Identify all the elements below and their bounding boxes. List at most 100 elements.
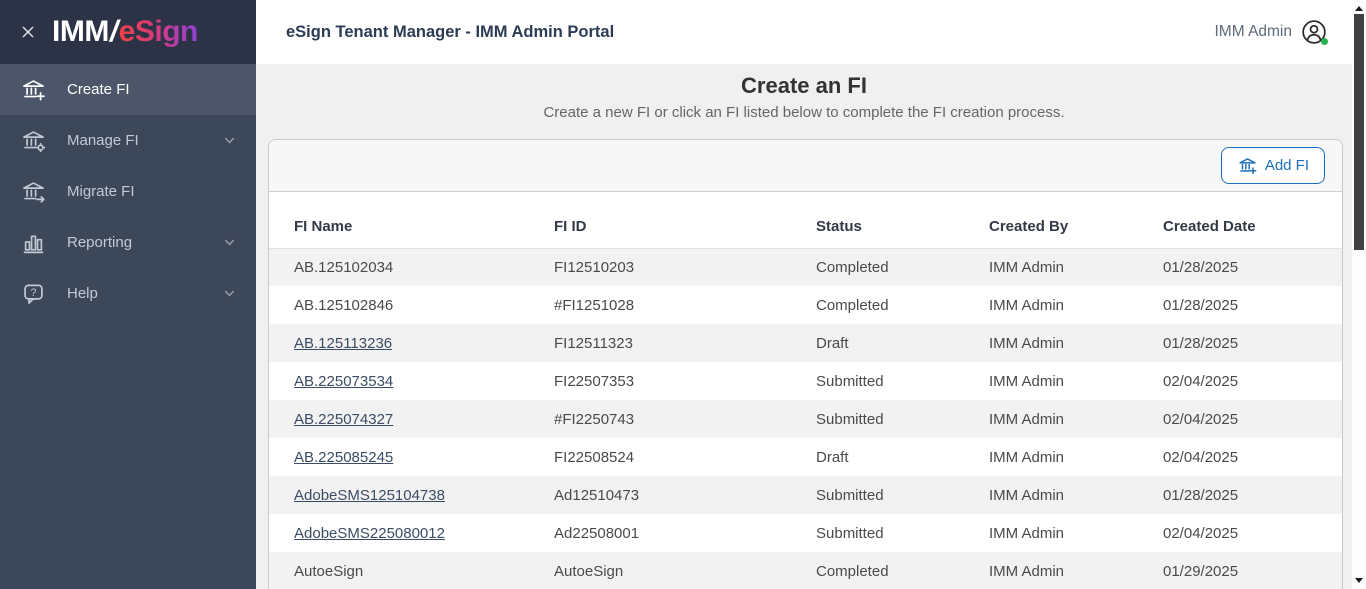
created-date-cell: 01/28/2025 (1163, 296, 1239, 314)
add-fi-button-label: Add FI (1264, 157, 1309, 174)
table-row: AB.125102034 FI12510203 Completed IMM Ad… (269, 248, 1342, 286)
portal-title: eSign Tenant Manager - IMM Admin Portal (286, 22, 615, 41)
sidebar-item-reporting[interactable]: Reporting (0, 217, 256, 268)
created-date-cell: 01/28/2025 (1163, 258, 1239, 276)
chevron-down-icon (223, 287, 236, 300)
sidebar-item-manage-fi[interactable]: Manage FI (0, 115, 256, 166)
table-row: AB.225085245 FI22508524 Draft IMM Admin … (269, 438, 1342, 476)
table-row: AutoeSign AutoeSign Completed IMM Admin … (269, 552, 1342, 589)
created-date-cell: 02/04/2025 (1163, 372, 1239, 390)
fi-name-link[interactable]: AB.125113236 (294, 334, 393, 352)
status-cell: Submitted (816, 486, 884, 504)
bank-plus-icon (20, 76, 47, 103)
scroll-down-arrow-icon[interactable] (1355, 578, 1363, 583)
sidebar-item-label: Help (67, 285, 98, 302)
online-status-dot (1321, 38, 1328, 45)
sidebar-item-label: Manage FI (67, 132, 139, 149)
fi-id-cell: Ad22508001 (554, 524, 640, 542)
vertical-scrollbar[interactable] (1352, 0, 1366, 589)
sidebar-logo-bar: IMM/eSign (0, 0, 256, 64)
column-header-fi-id: FI ID (554, 192, 816, 249)
created-date-cell: 02/04/2025 (1163, 410, 1239, 428)
fi-id-cell: AutoeSign (554, 562, 624, 580)
fi-name-link[interactable]: AdobeSMS225080012 (294, 524, 445, 542)
fi-id-cell: Ad12510473 (554, 486, 640, 504)
sidebar: IMM/eSign Create FI (0, 0, 256, 589)
created-by-cell: IMM Admin (989, 524, 1065, 542)
fi-name-cell: AdobeSMS225080012 (269, 514, 554, 552)
table-header-row: FI Name FI ID Status Created By Created … (269, 192, 1342, 249)
column-header-created-by: Created By (989, 192, 1163, 249)
fi-name-cell: AutoeSign (294, 562, 364, 580)
created-by-cell: IMM Admin (989, 562, 1065, 580)
page-title: Create an FI (741, 73, 867, 98)
scrollbar-thumb[interactable] (1354, 14, 1364, 250)
created-date-cell: 01/29/2025 (1163, 562, 1239, 580)
table-row: AdobeSMS125104738 Ad12510473 Submitted I… (269, 476, 1342, 514)
fi-id-cell: FI22507353 (554, 372, 635, 390)
created-by-cell: IMM Admin (989, 448, 1065, 466)
sidebar-item-migrate-fi[interactable]: Migrate FI (0, 166, 256, 217)
fi-id-cell: FI22508524 (554, 448, 635, 466)
fi-name-link[interactable]: AdobeSMS125104738 (294, 486, 445, 504)
sidebar-item-help[interactable]: ? Help (0, 268, 256, 319)
status-cell: Draft (816, 334, 849, 352)
fi-name-link[interactable]: AB.225085245 (294, 448, 394, 466)
fi-id-cell: FI12511323 (554, 334, 633, 352)
created-date-cell: 02/04/2025 (1163, 448, 1239, 466)
app-logo: IMM/eSign (52, 15, 198, 48)
column-header-fi-name: FI Name (269, 192, 554, 249)
bank-gear-icon (20, 127, 47, 154)
fi-id-cell: #FI2250743 (554, 410, 635, 428)
status-cell: Draft (816, 448, 849, 466)
fi-name-link[interactable]: AB.225074327 (294, 410, 394, 428)
sidebar-item-label: Create FI (67, 81, 130, 98)
sidebar-item-create-fi[interactable]: Create FI (0, 64, 256, 115)
created-by-cell: IMM Admin (989, 486, 1065, 504)
bank-plus-icon (1237, 155, 1258, 176)
fi-name-cell: AB.225074327 (269, 400, 554, 438)
user-avatar-icon (1300, 18, 1328, 46)
table-row: AB.225073534 FI22507353 Submitted IMM Ad… (269, 362, 1342, 400)
table-row: AB.125113236 FI12511323 Draft IMM Admin … (269, 324, 1342, 362)
created-by-cell: IMM Admin (989, 296, 1065, 314)
fi-name-cell: AB.225085245 (269, 438, 554, 476)
fi-name-cell: AB.125113236 (269, 324, 554, 362)
created-by-cell: IMM Admin (989, 410, 1065, 428)
created-by-cell: IMM Admin (989, 258, 1065, 276)
table-row: AB.225074327 #FI2250743 Submitted IMM Ad… (269, 400, 1342, 438)
user-menu[interactable]: IMM Admin (1214, 18, 1328, 46)
bank-arrow-icon (20, 178, 47, 205)
chevron-down-icon (223, 134, 236, 147)
created-date-cell: 01/28/2025 (1163, 486, 1239, 504)
table-row: AdobeSMS225080012 Ad22508001 Submitted I… (269, 514, 1342, 552)
fi-id-cell: FI12510203 (554, 258, 635, 276)
sidebar-nav: Create FI Manage FI (0, 64, 256, 319)
created-by-cell: IMM Admin (989, 334, 1065, 352)
column-header-status: Status (816, 192, 989, 249)
sidebar-item-label: Migrate FI (67, 183, 135, 200)
sidebar-item-label: Reporting (67, 234, 133, 251)
fi-list-card: Add FI FI Name FI ID Status Created By C… (268, 139, 1343, 589)
card-toolbar: Add FI (269, 140, 1342, 192)
status-cell: Completed (816, 562, 889, 580)
status-cell: Completed (816, 296, 889, 314)
status-cell: Submitted (816, 410, 884, 428)
created-by-cell: IMM Admin (989, 372, 1065, 390)
fi-name-cell: AdobeSMS125104738 (269, 476, 554, 514)
column-header-created-date: Created Date (1163, 192, 1342, 249)
close-icon[interactable] (16, 20, 40, 44)
status-cell: Completed (816, 258, 889, 276)
add-fi-button[interactable]: Add FI (1220, 147, 1325, 184)
scroll-up-arrow-icon[interactable] (1355, 6, 1363, 11)
top-bar: eSign Tenant Manager - IMM Admin Portal … (256, 0, 1352, 64)
status-cell: Submitted (816, 524, 884, 542)
fi-id-cell: #FI1251028 (554, 296, 635, 314)
created-date-cell: 01/28/2025 (1163, 334, 1239, 352)
user-name: IMM Admin (1214, 23, 1292, 40)
fi-name-link[interactable]: AB.225073534 (294, 372, 394, 390)
bar-chart-icon (20, 229, 47, 256)
chevron-down-icon (223, 236, 236, 249)
page-subtitle: Create a new FI or click an FI listed be… (543, 104, 1065, 121)
created-date-cell: 02/04/2025 (1163, 524, 1239, 542)
